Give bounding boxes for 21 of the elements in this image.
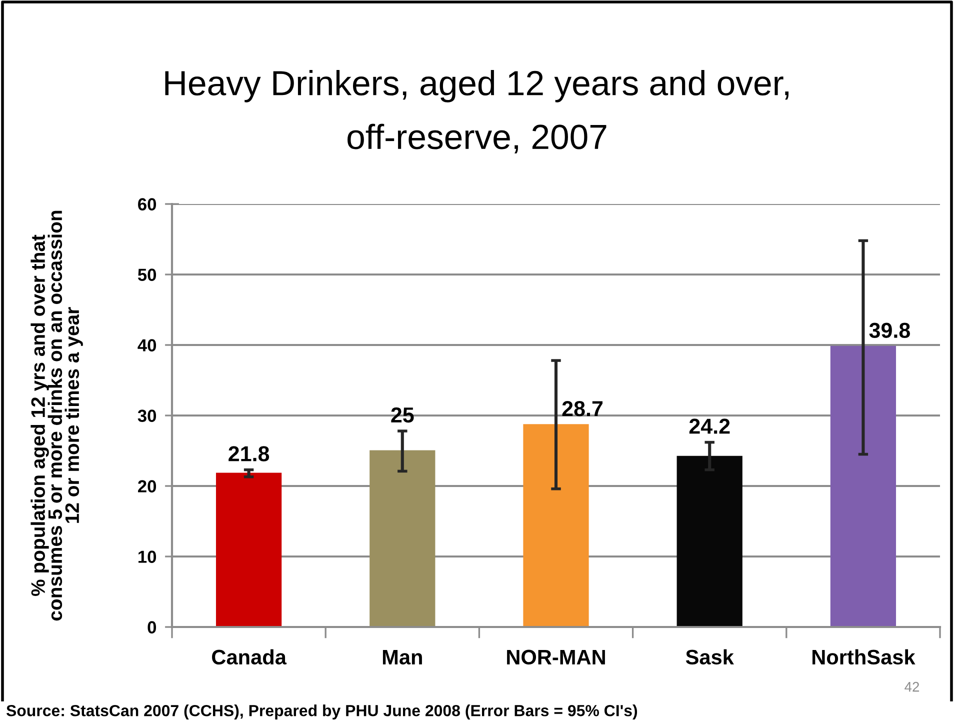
y-tick-label: 10: [138, 550, 156, 563]
y-axis-title: % population aged 12 yrs and over that consumes 5 or more drinks on an occassion 12 or more times a year: [30, 210, 83, 621]
x-tick-label: Sask: [686, 649, 734, 665]
y-tick-label: 50: [138, 268, 156, 281]
x-tick-label: Canada: [212, 649, 287, 665]
y-tick-label: 0: [148, 621, 156, 634]
data-label: 24.2: [689, 418, 730, 434]
x-tick-label: NorthSask: [812, 649, 916, 665]
data-label: 25: [391, 407, 414, 423]
data-label: 28.7: [562, 401, 603, 416]
y-tick-label: 20: [138, 480, 156, 492]
y-tick-label: 40: [138, 339, 156, 352]
y-tick-label: 30: [138, 410, 156, 422]
x-tick-label: Man: [382, 650, 422, 665]
data-label: 39.8: [869, 322, 910, 338]
text: 42: [904, 682, 920, 692]
y-tick-label: 60: [138, 198, 156, 210]
source-note: Source: StatsCan 2007 (CCHS), Prepared by PHU June 2008 (Error Bars = 95% CI's): [6, 704, 638, 720]
data-label: 21.8: [228, 446, 270, 462]
chart-title: Heavy Drinkers, aged 12 years and over, off-reserve, 2007: [165, 70, 788, 154]
x-tick-label: NOR-MAN: [507, 650, 605, 665]
